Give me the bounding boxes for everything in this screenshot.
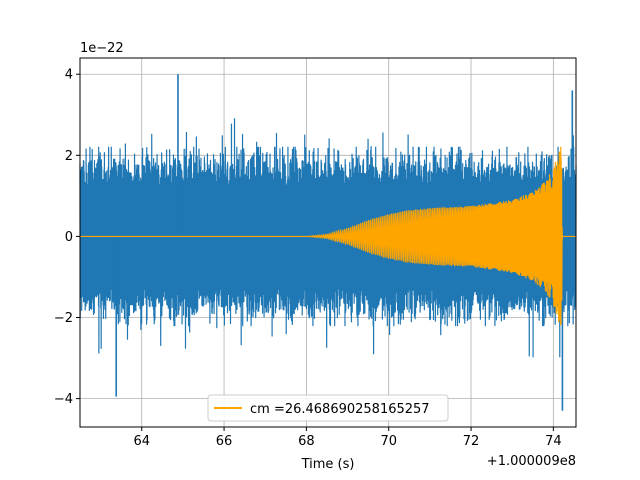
plot-frame <box>79 57 577 428</box>
x-axis-label: Time (s) <box>301 457 355 472</box>
y-scale-label: 1e−22 <box>80 41 124 56</box>
x-tick-label: 64 <box>133 434 150 449</box>
signal-series <box>80 146 576 326</box>
x-tick-label: 72 <box>463 434 480 449</box>
x-offset-label: +1.000009e8 <box>487 454 576 469</box>
y-tick-label: −4 <box>54 392 73 407</box>
y-tick-label: 4 <box>65 68 73 83</box>
x-tick-label: 68 <box>298 434 315 449</box>
signal-line <box>80 146 576 326</box>
legend-box <box>207 394 449 422</box>
x-tick-label: 74 <box>545 434 562 449</box>
legend-label: cm =26.468690258165257 <box>250 402 430 417</box>
axis-ticks: 64 66 68 70 72 74 −4 −2 0 2 4 <box>54 68 562 449</box>
y-tick-label: 2 <box>65 149 73 164</box>
x-tick-label: 66 <box>216 434 233 449</box>
y-tick-label: 0 <box>65 230 73 245</box>
legend: cm =26.468690258165257 <box>207 394 449 422</box>
y-tick-label: −2 <box>54 311 73 326</box>
x-tick-label: 70 <box>380 434 397 449</box>
